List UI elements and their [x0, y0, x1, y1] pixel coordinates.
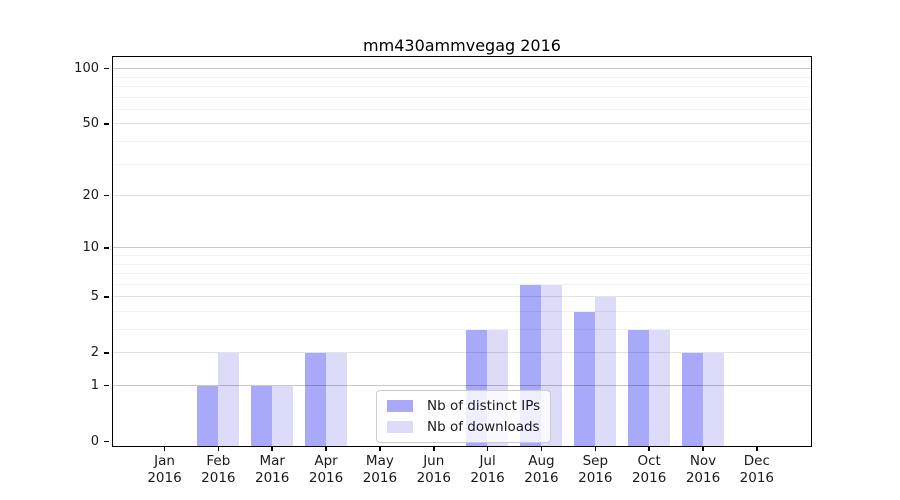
bars-layer — [113, 57, 811, 446]
plot-area: Nb of distinct IPs Nb of downloads — [112, 56, 812, 447]
x-tick-mar — [271, 447, 273, 451]
y-tick-label-2: 2 — [90, 345, 99, 361]
gridline-1 — [113, 385, 811, 386]
gridline-10 — [113, 247, 811, 249]
x-tick-nov — [702, 447, 704, 451]
gridline-70 — [113, 96, 811, 98]
x-tick-label-sep-2016: Sep 2016 — [578, 453, 613, 486]
legend-label-nb-of-downloads: Nb of downloads — [427, 419, 540, 435]
x-tick-label-oct-2016: Oct 2016 — [631, 453, 667, 486]
y-tick-label-20: 20 — [82, 188, 99, 204]
bar-nb-of-downloads-apr-2016 — [325, 353, 347, 446]
x-tick-label-apr-2016: Apr 2016 — [308, 453, 344, 486]
x-tick-oct — [648, 447, 650, 451]
y-tick-label-10: 10 — [82, 240, 99, 256]
gridline-8 — [113, 263, 811, 265]
x-tick-label-jul-2016: Jul 2016 — [470, 453, 505, 486]
y-tick-label-100: 100 — [74, 61, 99, 77]
bar-nb-of-downloads-nov-2016 — [702, 353, 724, 446]
gridline-50 — [113, 123, 811, 125]
gridline-40 — [113, 141, 811, 143]
legend: Nb of distinct IPs Nb of downloads — [376, 390, 552, 443]
gridline-90 — [113, 76, 811, 78]
y-tick-label-5: 5 — [90, 289, 99, 305]
x-tick-label-aug-2016: Aug 2016 — [524, 453, 559, 486]
gridline-4 — [113, 310, 811, 312]
y-tick-2 — [104, 352, 109, 354]
x-tick-feb — [217, 447, 220, 451]
y-tick-label-1: 1 — [90, 378, 99, 393]
y-tick-label-50: 50 — [82, 116, 99, 132]
gridline-7 — [113, 273, 811, 275]
bar-nb-of-downloads-mar-2016 — [271, 386, 293, 446]
bar-nb-of-distinct-ips-mar-2016 — [250, 386, 272, 446]
y-tick-50 — [104, 123, 109, 125]
x-tick-jul — [486, 447, 489, 451]
x-tick-aug — [540, 447, 543, 451]
x-tick-jun — [433, 447, 435, 451]
bar-nb-of-downloads-feb-2016 — [217, 353, 239, 446]
bar-nb-of-downloads-oct-2016 — [648, 330, 670, 446]
x-tick-label-dec-2016: Dec 2016 — [739, 453, 775, 486]
y-tick-label-0: 0 — [90, 434, 99, 449]
x-tick-label-jun-2016: Jun 2016 — [416, 453, 451, 486]
x-tick-dec — [756, 447, 758, 451]
x-tick-label-nov-2016: Nov 2016 — [685, 453, 721, 486]
y-tick-5 — [104, 296, 109, 298]
x-tick-sep — [594, 447, 597, 451]
gridline-6 — [113, 283, 811, 285]
bar-nb-of-distinct-ips-nov-2016 — [681, 353, 703, 446]
x-tick-label-mar-2016: Mar 2016 — [255, 453, 290, 486]
legend-row-nb-of-distinct-ips: Nb of distinct IPs — [387, 398, 540, 414]
legend-swatch-nb-of-distinct-ips — [387, 400, 413, 412]
legend-label-nb-of-distinct-ips: Nb of distinct IPs — [427, 398, 541, 414]
bar-nb-of-distinct-ips-feb-2016 — [196, 386, 218, 446]
gridline-100 — [113, 68, 811, 70]
chart-title: mm430ammvegag 2016 — [363, 36, 561, 55]
y-tick-10 — [104, 247, 109, 249]
y-tick-100 — [104, 67, 109, 70]
bar-nb-of-distinct-ips-oct-2016 — [627, 330, 649, 446]
gridline-2 — [113, 352, 811, 354]
x-tick-label-jan-2016: Jan 2016 — [147, 453, 182, 486]
gridline-80 — [113, 86, 811, 88]
bar-nb-of-downloads-sep-2016 — [594, 297, 616, 446]
gridline-3 — [113, 329, 811, 331]
gridline-9 — [113, 255, 811, 256]
x-tick-label-feb-2016: Feb 2016 — [201, 453, 236, 486]
legend-layer: Nb of distinct IPs Nb of downloads — [113, 57, 811, 446]
grid-layer — [113, 57, 811, 446]
y-tick-20 — [104, 194, 109, 197]
y-tick-0 — [104, 440, 109, 443]
x-tick-label-may-2016: May 2016 — [362, 453, 398, 486]
x-tick-jan — [163, 447, 166, 451]
legend-swatch-nb-of-downloads — [387, 421, 413, 433]
gridline-30 — [113, 163, 811, 165]
bar-nb-of-distinct-ips-sep-2016 — [573, 312, 595, 446]
x-tick-may — [379, 447, 381, 451]
bar-nb-of-distinct-ips-apr-2016 — [304, 353, 326, 446]
gridline-60 — [113, 108, 811, 110]
gridline-5 — [113, 296, 811, 298]
gridline-20 — [113, 195, 811, 197]
y-tick-1 — [104, 384, 109, 387]
legend-row-nb-of-downloads: Nb of downloads — [387, 419, 540, 435]
x-tick-apr — [325, 447, 327, 451]
